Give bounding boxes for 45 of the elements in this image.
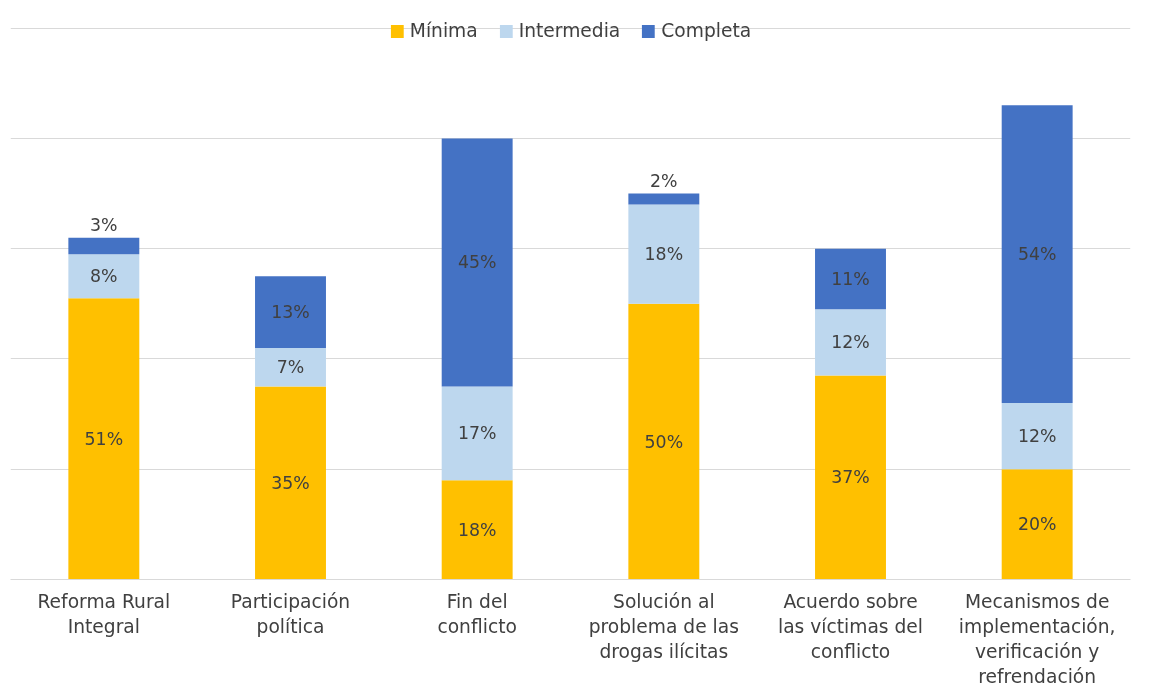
- bar: [255, 347, 326, 387]
- data-label: 51%: [84, 428, 124, 449]
- data-label: 37%: [831, 467, 870, 488]
- legend-label: Intermedia: [518, 20, 621, 41]
- data-label: 20%: [1017, 514, 1057, 535]
- data-label: 8%: [90, 266, 118, 287]
- data-label: 12%: [831, 332, 870, 353]
- x-tick-label: Reforma Rural Integral: [37, 590, 171, 637]
- bar: [628, 303, 700, 580]
- x-tick-label: Solución al problema de las drogas ilícitas: [588, 590, 739, 662]
- data-label: 7%: [276, 357, 305, 378]
- bar: [815, 309, 886, 376]
- data-label: 45%: [457, 252, 497, 273]
- legend-label: Completa: [661, 20, 752, 41]
- data-label: 11%: [831, 269, 870, 290]
- bar: [68, 298, 140, 580]
- x-tick-label: Mecanismos de implementación, verificación y refrendación: [958, 590, 1116, 688]
- data-label: 50%: [644, 431, 684, 452]
- bar: [1001, 469, 1073, 580]
- data-label: 12%: [1017, 426, 1057, 447]
- bar: [255, 386, 326, 580]
- bar: [815, 248, 886, 310]
- bar: [1001, 105, 1073, 404]
- bar: [628, 193, 700, 205]
- data-label: 35%: [271, 473, 310, 494]
- bar: [815, 375, 886, 580]
- data-label: 54%: [1017, 244, 1057, 265]
- bar: [1001, 403, 1073, 470]
- x-tick-label: Participación política: [230, 590, 351, 637]
- data-label: 3%: [90, 214, 118, 235]
- bar: [441, 386, 513, 481]
- bar: [68, 254, 140, 299]
- x-tick-label: Fin del conflicto: [437, 590, 517, 637]
- data-label: 17%: [457, 423, 497, 444]
- bar: [441, 138, 513, 387]
- data-label: 13%: [271, 302, 310, 323]
- data-label: 18%: [457, 519, 497, 540]
- legend-label: Mínima: [409, 20, 478, 41]
- bar: [628, 204, 700, 304]
- bar: [255, 276, 326, 348]
- data-label: 2%: [650, 170, 678, 191]
- data-label: 18%: [644, 244, 684, 265]
- bar: [68, 237, 140, 255]
- x-tick-label: Acuerdo sobre las víctimas del conflicto: [778, 590, 924, 662]
- bar: [441, 480, 513, 580]
